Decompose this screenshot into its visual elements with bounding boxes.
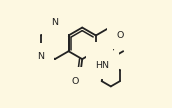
Text: N: N (51, 18, 58, 27)
Text: N: N (96, 52, 103, 61)
Text: O: O (116, 31, 123, 40)
Text: N: N (51, 18, 58, 27)
Text: HN: HN (95, 61, 109, 70)
Text: N: N (37, 52, 44, 61)
Text: O: O (71, 77, 79, 86)
